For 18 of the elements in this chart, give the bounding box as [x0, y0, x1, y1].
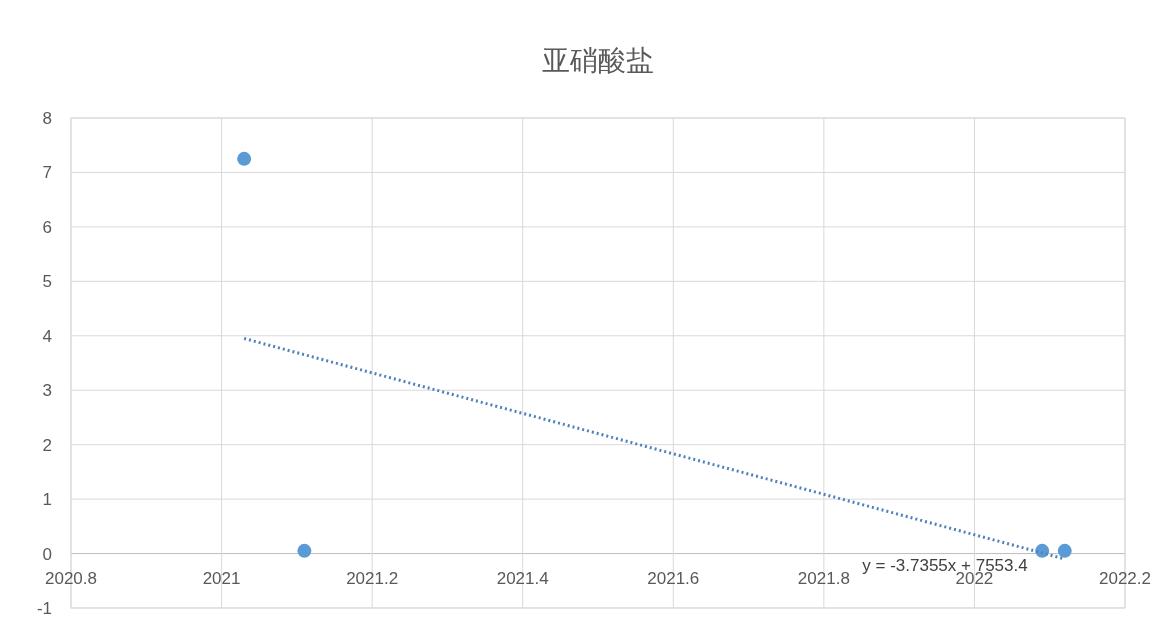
- x-tick-label: 2021.6: [647, 568, 700, 588]
- x-tick-label: 2021.4: [496, 568, 549, 588]
- y-tick-label: 0: [42, 544, 52, 564]
- x-tick-label: 2021.8: [797, 568, 850, 588]
- y-tick-label: 2: [42, 435, 52, 455]
- x-tick-label: 2020.8: [45, 568, 97, 588]
- y-tick-label: 7: [42, 163, 52, 183]
- y-tick-label: 1: [42, 490, 52, 510]
- chart-title: 亚硝酸盐: [542, 45, 654, 76]
- y-tick-label: 4: [42, 326, 52, 346]
- y-tick-label: 8: [42, 109, 52, 128]
- y-tick-label: 3: [42, 381, 52, 401]
- x-tick-label: 2021.2: [346, 568, 399, 588]
- y-tick-label: 5: [42, 272, 52, 292]
- x-tick-label: 2022.2: [1099, 568, 1151, 588]
- x-tick-label: 2021: [202, 568, 241, 588]
- y-tick-label: -1: [36, 599, 52, 618]
- y-tick-label: 6: [42, 217, 52, 237]
